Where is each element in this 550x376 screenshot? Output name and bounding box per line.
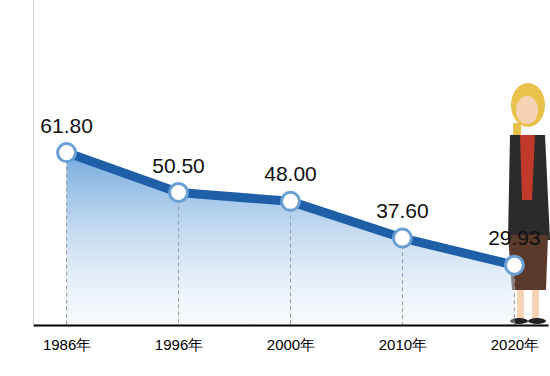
marker: [393, 229, 411, 247]
marker: [282, 192, 300, 210]
data-label: 48.00: [264, 162, 317, 185]
x-tick-label: 2020年: [491, 336, 539, 353]
drop-line: [290, 201, 291, 325]
marker: [170, 184, 188, 202]
y-axis-line: [33, 1, 34, 326]
x-tick: 2010年: [379, 325, 427, 353]
data-label: 37.60: [376, 199, 429, 222]
y-axis: [33, 1, 34, 326]
chart: 1986年 1996年 2000年 2010年 2020年 61.80 50.50 48.00…: [0, 0, 550, 376]
x-axis-line: [34, 325, 549, 327]
x-tick: 2000年: [267, 325, 315, 353]
x-tick: 1986年: [43, 325, 91, 353]
line: [67, 153, 515, 266]
x-tick: 2020年: [491, 325, 539, 353]
x-tick-label: 1986年: [43, 336, 91, 353]
data-label: 29.93: [488, 226, 541, 249]
data-labels: 61.80 50.50 48.00 37.60 29.93: [40, 114, 540, 250]
marker: [58, 144, 76, 162]
plot-area: [58, 144, 524, 325]
data-label: 61.80: [40, 114, 93, 137]
drop-line: [178, 193, 179, 325]
area: [67, 153, 515, 325]
marker: [505, 256, 523, 274]
drop-line: [66, 153, 67, 325]
data-label: 50.50: [152, 154, 205, 177]
drop-line: [402, 238, 403, 325]
x-tick-label: 2010年: [379, 336, 427, 353]
figure-illustration: [508, 83, 550, 324]
x-tick-label: 1996年: [155, 336, 203, 353]
x-axis: 1986年 1996年 2000年 2010年 2020年: [34, 325, 549, 353]
x-tick: 1996年: [155, 325, 203, 353]
x-tick-label: 2000年: [267, 336, 315, 353]
